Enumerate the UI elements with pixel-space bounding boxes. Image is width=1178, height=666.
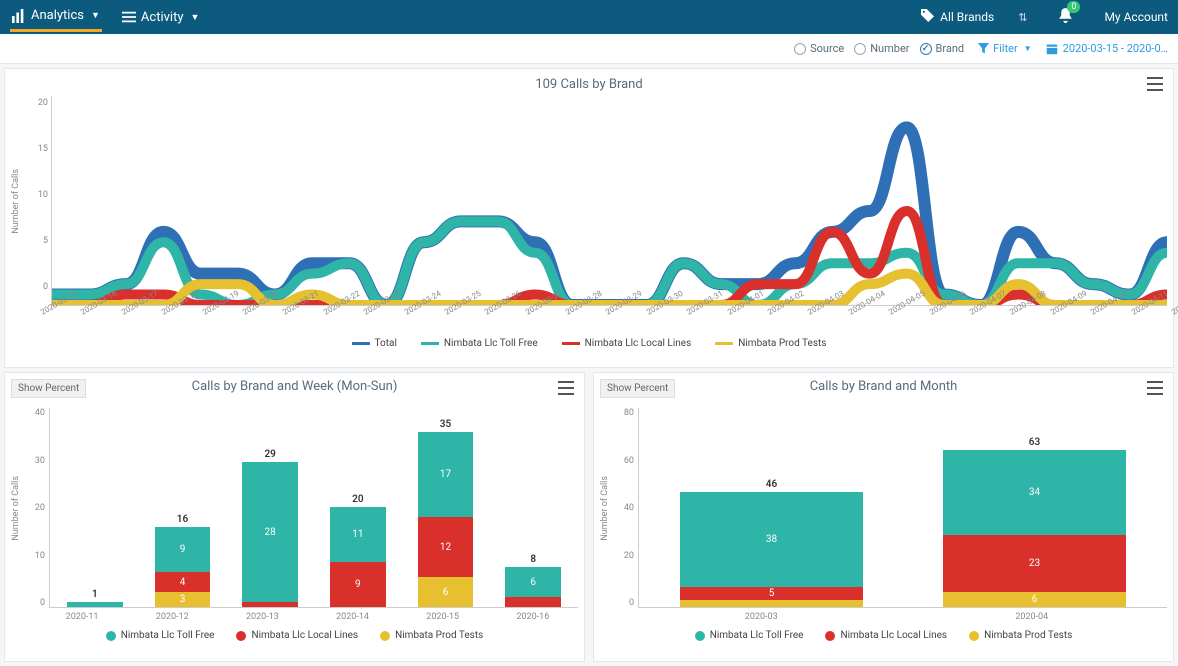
show-percent-button[interactable]: Show Percent — [600, 379, 675, 398]
chart1-legend: Total Nimbata Llc Toll Free Nimbata Llc Lo… — [11, 338, 1167, 349]
chart-calls-by-month: Show Percent Calls by Brand and Month Nu… — [593, 372, 1174, 662]
bar-column[interactable]: 46538 — [645, 479, 898, 607]
chart1-plot[interactable] — [51, 96, 1167, 306]
radio-checked-icon — [920, 43, 932, 55]
bar-segment[interactable]: 23 — [943, 535, 1125, 593]
radio-source-label: Source — [810, 42, 844, 55]
chart3-title: Calls by Brand and Month — [600, 379, 1167, 394]
bar-column[interactable]: 3561217 — [407, 419, 485, 607]
bar-segment[interactable]: 12 — [418, 517, 474, 577]
radio-source[interactable]: Source — [794, 42, 844, 55]
caret-down-icon: ▼ — [1024, 44, 1032, 53]
bar-segment[interactable]: 6 — [943, 592, 1125, 607]
bar-segment[interactable]: 4 — [155, 572, 211, 592]
chart3-bars[interactable]: 465386362334 — [638, 408, 1167, 608]
legend-item[interactable]: Nimbata Prod Tests — [969, 630, 1072, 641]
date-range-label: 2020-03-15 - 2020-0… — [1063, 42, 1168, 55]
bar-segment[interactable]: 28 — [242, 462, 298, 602]
bar-segment[interactable]: 9 — [330, 562, 386, 607]
chart2-yaxis: 403020100 — [23, 408, 49, 608]
calendar-icon — [1046, 43, 1058, 55]
radio-icon — [854, 43, 866, 55]
chart-toolbar: Source Number Brand Filter ▼ 2020-03-15 … — [0, 34, 1178, 64]
chart-calls-by-brand: 109 Calls by Brand Number of Calls 20151… — [4, 68, 1174, 368]
chart2-title: Calls by Brand and Week (Mon-Sun) — [11, 379, 578, 394]
bar-segment[interactable] — [505, 597, 561, 607]
chart1-yaxis: 20151050 — [23, 96, 51, 306]
chart2-xaxis: 2020-112020-122020-132020-142020-152020-… — [37, 612, 578, 622]
legend-item[interactable]: Nimbata Llc Local Lines — [825, 630, 947, 641]
activity-icon — [122, 10, 136, 24]
chart1-title: 109 Calls by Brand — [11, 77, 1167, 92]
filter-label: Filter — [993, 42, 1018, 55]
legend-item[interactable]: Nimbata Llc Toll Free — [106, 630, 215, 641]
bar-segment[interactable]: 3 — [155, 592, 211, 607]
radio-icon — [794, 43, 806, 55]
chart3-yaxis: 806040200 — [612, 408, 638, 608]
brands-selector[interactable]: All Brands ⇅ — [921, 9, 1027, 25]
caret-down-icon: ▼ — [91, 10, 100, 21]
chart1-ylabel: Number of Calls — [11, 169, 21, 234]
chart-menu-button[interactable] — [558, 381, 574, 395]
brands-label: All Brands — [940, 10, 994, 24]
groupby-radios: Source Number Brand — [794, 42, 964, 55]
chart-menu-button[interactable] — [1147, 381, 1163, 395]
bar-column[interactable]: 2928 — [231, 449, 309, 607]
chart2-bars[interactable]: 116349292820911356121786 — [49, 408, 578, 608]
radio-brand-label: Brand — [936, 42, 965, 55]
bar-segment[interactable]: 11 — [330, 507, 386, 562]
legend-item[interactable]: Nimbata Llc Local Lines — [236, 630, 358, 641]
bar-segment[interactable]: 34 — [943, 450, 1125, 535]
filter-button[interactable]: Filter ▼ — [978, 42, 1032, 55]
caret-down-icon: ▼ — [190, 12, 199, 23]
bar-column[interactable]: 16349 — [144, 514, 222, 607]
chart1-xaxis: 2020-03-152020-03-162020-03-172020-03-18… — [39, 309, 1167, 318]
chart3-ylabel: Number of Calls — [600, 476, 610, 541]
chart3-legend: Nimbata Llc Toll Free Nimbata Llc Local L… — [600, 630, 1167, 641]
date-range-picker[interactable]: 2020-03-15 - 2020-0… — [1046, 42, 1168, 55]
filter-icon — [978, 43, 989, 54]
bar-segment[interactable]: 17 — [418, 432, 474, 517]
bar-segment[interactable] — [67, 602, 123, 607]
bar-column[interactable]: 86 — [494, 554, 572, 607]
bar-segment[interactable] — [680, 600, 862, 608]
bar-column[interactable]: 1 — [56, 589, 134, 607]
chart3-xaxis: 2020-032020-04 — [626, 612, 1167, 622]
top-nav: Analytics ▼ Activity ▼ All Brands ⇅ 0 My… — [0, 0, 1178, 34]
legend-item[interactable]: Nimbata Prod Tests — [715, 338, 826, 349]
legend-item[interactable]: Nimbata Llc Toll Free — [421, 338, 538, 349]
bar-segment[interactable]: 6 — [418, 577, 474, 607]
nav-analytics-label: Analytics — [31, 8, 84, 23]
nav-analytics[interactable]: Analytics ▼ — [10, 8, 102, 32]
legend-item[interactable]: Nimbata Prod Tests — [380, 630, 483, 641]
bar-segment[interactable]: 9 — [155, 527, 211, 572]
bar-segment[interactable]: 6 — [505, 567, 561, 597]
bar-segment[interactable] — [242, 602, 298, 607]
sort-icon: ⇅ — [1018, 11, 1027, 24]
chart-calls-by-week: Show Percent Calls by Brand and Week (Mo… — [4, 372, 585, 662]
chart2-ylabel: Number of Calls — [11, 476, 21, 541]
bell-badge: 0 — [1067, 1, 1080, 13]
nav-activity[interactable]: Activity ▼ — [120, 10, 201, 31]
radio-number[interactable]: Number — [854, 42, 909, 55]
chart2-legend: Nimbata Llc Toll Free Nimbata Llc Local L… — [11, 630, 578, 641]
bar-column[interactable]: 20911 — [319, 494, 397, 607]
nav-activity-label: Activity — [141, 10, 184, 25]
show-percent-button[interactable]: Show Percent — [11, 379, 86, 398]
legend-item[interactable]: Nimbata Llc Local Lines — [562, 338, 692, 349]
notifications-button[interactable]: 0 — [1057, 7, 1074, 27]
bar-segment[interactable]: 38 — [680, 492, 862, 587]
radio-number-label: Number — [870, 42, 909, 55]
chart-menu-button[interactable] — [1147, 77, 1163, 91]
radio-brand[interactable]: Brand — [920, 42, 965, 55]
legend-item[interactable]: Total — [352, 338, 397, 349]
bar-column[interactable]: 6362334 — [908, 437, 1161, 608]
analytics-icon — [12, 9, 26, 23]
bar-segment[interactable]: 5 — [680, 587, 862, 600]
legend-item[interactable]: Nimbata Llc Toll Free — [695, 630, 804, 641]
account-link[interactable]: My Account — [1104, 10, 1168, 24]
tag-icon — [921, 9, 934, 25]
